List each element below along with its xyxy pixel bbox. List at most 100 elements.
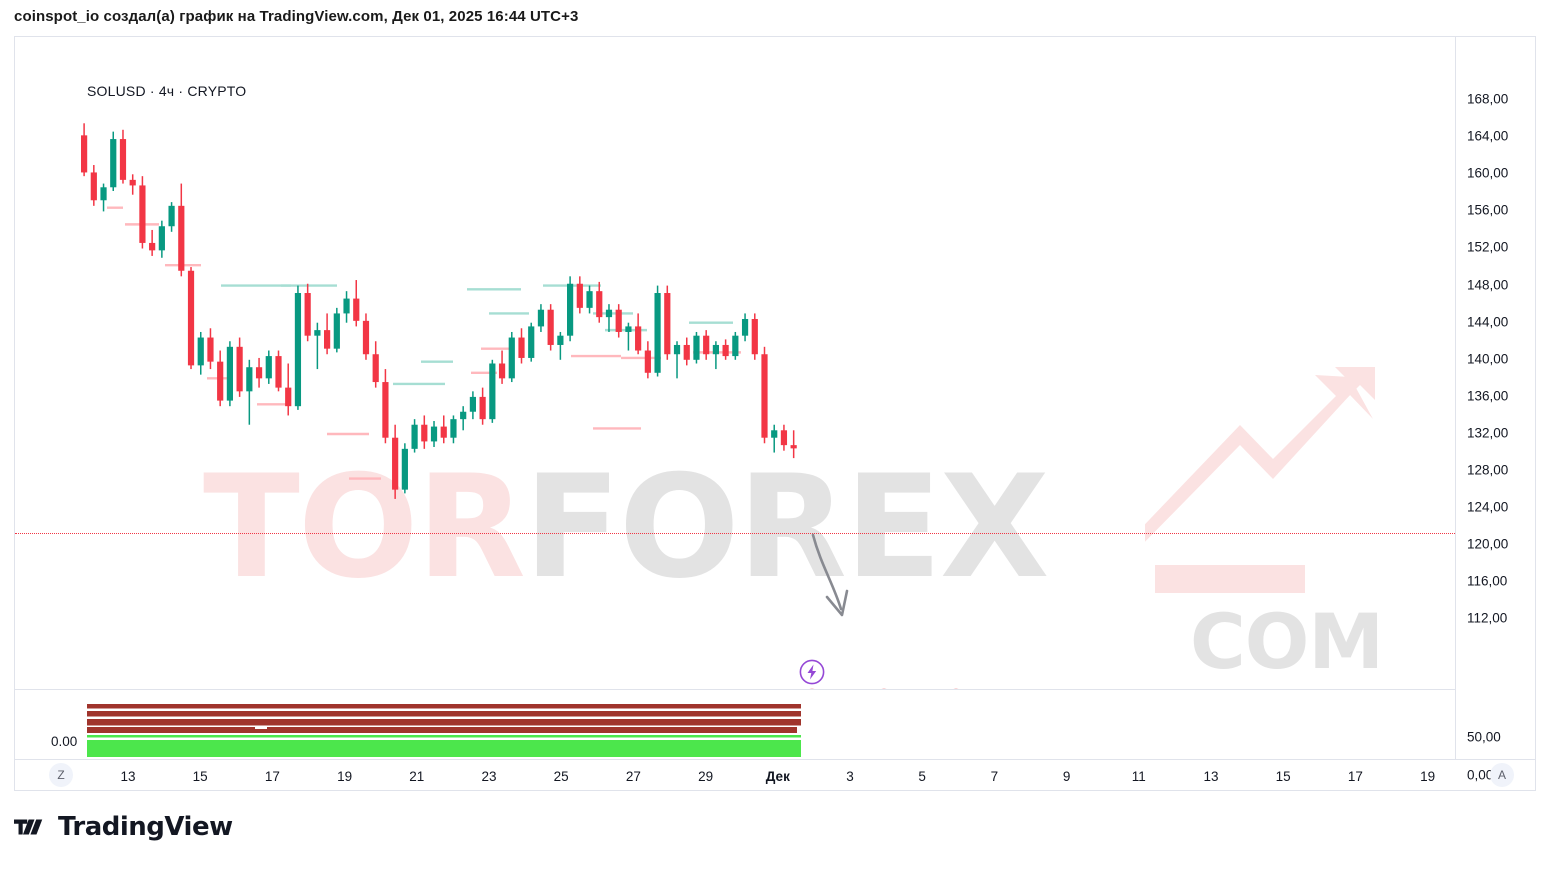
chart-frame: TORFOREX COM: [14, 36, 1536, 791]
candle-body: [100, 187, 107, 201]
candle-body: [518, 337, 525, 358]
time-axis-label: 17: [1347, 769, 1363, 784]
candle-body: [90, 172, 97, 201]
candle-body: [703, 335, 710, 355]
candle-body: [732, 335, 739, 357]
candle-body: [790, 445, 797, 449]
candle-body: [246, 367, 253, 392]
indicator-axis-label: 50,00: [1467, 729, 1501, 745]
price-axis[interactable]: 168,00 164,00 160,00 156,00 152,00 148,00 144,…: [1456, 37, 1536, 783]
candle-body: [362, 320, 370, 355]
price-axis-label: 124,00: [1467, 499, 1509, 515]
candle-body: [158, 226, 165, 251]
candle-body: [440, 426, 447, 438]
price-axis-label: 168,00: [1467, 91, 1509, 107]
candle-body: [226, 346, 233, 401]
candle-body: [430, 426, 438, 442]
candle-body: [489, 363, 496, 420]
candle-body: [236, 346, 243, 392]
candle-body: [576, 283, 583, 308]
auto-scale-button[interactable]: A: [1490, 763, 1514, 787]
candle-body: [479, 396, 486, 420]
candle-body: [780, 430, 788, 446]
time-axis-label: 13: [120, 769, 136, 784]
usa-economic-event-icon-1[interactable]: [799, 688, 825, 689]
price-axis-label: 132,00: [1467, 425, 1509, 441]
time-axis-label: 15: [1275, 769, 1291, 784]
indicator-zero-label: 0.00: [51, 734, 78, 749]
time-axis-label: Дек: [765, 769, 790, 784]
candle-body: [654, 293, 661, 373]
time-axis[interactable]: 13 15 17 19 21 23 25 27 29 Дек 3 5 7 9 11 13 15 17 19 Z A: [15, 760, 1536, 791]
price-pane[interactable]: TORFOREX COM: [15, 37, 1455, 689]
price-axis-label: 136,00: [1467, 388, 1509, 404]
candle-body: [508, 337, 515, 379]
candle-body: [353, 298, 360, 321]
candle-body: [285, 387, 292, 407]
indicator-axis-label: 0,00: [1467, 767, 1494, 783]
price-axis-label: 116,00: [1467, 573, 1508, 589]
candle-body: [187, 270, 195, 366]
indicator-bands: [87, 704, 801, 757]
time-axis-label: 25: [553, 769, 569, 784]
candle-body: [450, 419, 457, 438]
earnings-lightning-icon[interactable]: [799, 659, 825, 685]
candle-body: [217, 361, 224, 401]
timezone-button[interactable]: Z: [49, 763, 73, 787]
candle-body: [460, 411, 467, 420]
candle-body: [81, 135, 88, 173]
candle-body: [741, 318, 749, 336]
candlestick-series[interactable]: [15, 37, 1455, 689]
usa-economic-event-icon-2[interactable]: [871, 688, 897, 689]
time-axis-label: 29: [698, 769, 714, 784]
candle-body: [469, 396, 476, 412]
candle-body: [110, 139, 117, 188]
indicator-pane[interactable]: 0.00: [15, 690, 1455, 759]
candle-body: [664, 293, 671, 355]
price-axis-label: 152,00: [1467, 239, 1509, 255]
price-axis-label: 112,00: [1467, 610, 1508, 626]
candle-body: [343, 298, 350, 314]
time-axis-label: 5: [918, 769, 926, 784]
price-axis-label: 148,00: [1467, 277, 1509, 292]
candle-body: [751, 318, 758, 355]
candle-body: [265, 356, 272, 379]
price-axis-label: 156,00: [1467, 202, 1509, 218]
candle-body: [761, 354, 768, 438]
price-axis-divider: [1455, 37, 1456, 759]
price-axis-label: 160,00: [1467, 165, 1509, 181]
candle-body: [673, 344, 681, 355]
candle-body: [139, 185, 146, 243]
last-price-line: [15, 533, 1455, 534]
candle-body: [401, 448, 408, 490]
candle-body: [547, 309, 554, 345]
candle-body: [275, 356, 282, 388]
usa-economic-event-icon-3[interactable]: [943, 688, 969, 689]
chart-legend-title[interactable]: SOLUSD · 4ч · CRYPTO: [87, 83, 247, 99]
candle-body: [129, 179, 136, 186]
tradingview-mark-icon: [14, 819, 43, 835]
candle-body: [528, 326, 535, 358]
tradingview-wordmark: TradingView: [58, 812, 233, 842]
candle-body: [178, 205, 185, 271]
tradingview-logo[interactable]: TradingView: [14, 812, 233, 842]
candle-body: [722, 344, 729, 357]
forecast-arrow-annotation[interactable]: [785, 517, 895, 637]
attribution-text: coinspot_io создал(а) график на TradingV…: [14, 8, 579, 25]
time-axis-label: 19: [337, 769, 353, 784]
time-axis-label: 21: [409, 769, 425, 784]
candle-body: [119, 139, 127, 180]
candle-body: [411, 424, 418, 449]
candle-body: [712, 344, 719, 355]
candle-body: [392, 437, 399, 490]
price-axis-label: 144,00: [1467, 314, 1509, 330]
candle-body: [635, 326, 642, 351]
candle-body: [596, 291, 603, 318]
time-axis-label: 23: [481, 769, 497, 784]
candle-body: [537, 309, 545, 327]
candle-body: [615, 309, 622, 332]
candle-body: [382, 382, 389, 438]
time-axis-label: 17: [264, 769, 280, 784]
candle-body: [625, 326, 632, 332]
